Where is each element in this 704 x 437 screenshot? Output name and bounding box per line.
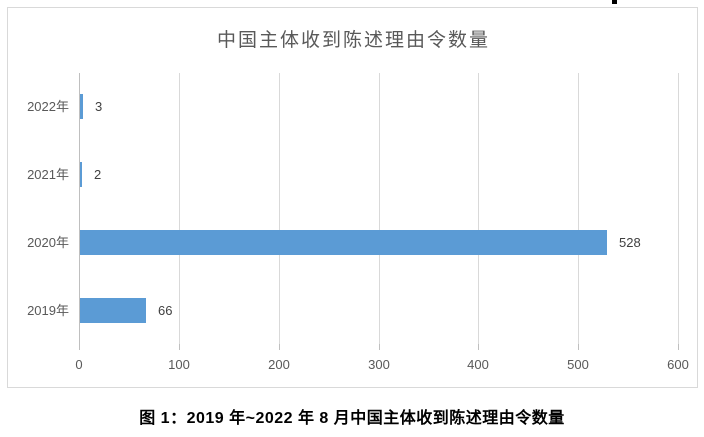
x-tick-label: 0 bbox=[75, 357, 83, 372]
grid-line bbox=[578, 73, 579, 344]
text-cursor bbox=[612, 0, 617, 4]
bar-2020年 bbox=[80, 230, 607, 255]
figure-caption: 图 1：2019 年~2022 年 8 月中国主体收到陈述理由令数量 bbox=[139, 410, 565, 427]
grid-line bbox=[379, 73, 380, 344]
category-label: 2021年 bbox=[27, 167, 69, 182]
bar-2021年 bbox=[80, 162, 82, 187]
x-tick-label: 600 bbox=[667, 357, 689, 372]
x-axis-tick bbox=[279, 344, 280, 350]
y-axis-line bbox=[79, 73, 80, 344]
value-label: 528 bbox=[619, 235, 641, 250]
category-label: 2019年 bbox=[27, 303, 69, 318]
grid-line bbox=[279, 73, 280, 344]
grid-line bbox=[478, 73, 479, 344]
x-tick-label: 400 bbox=[467, 357, 489, 372]
bar-2022年 bbox=[80, 94, 83, 119]
chart-title: 中国主体收到陈述理由令数量 bbox=[216, 30, 490, 51]
x-tick-label: 500 bbox=[567, 357, 589, 372]
x-axis-tick bbox=[678, 344, 679, 350]
x-axis-tick bbox=[79, 344, 80, 350]
bar-chart: 中国主体收到陈述理由令数量 0 100 200 300 400 500 600 2022年 3 2… bbox=[7, 7, 698, 388]
x-tick-label: 100 bbox=[168, 357, 190, 372]
grid-line bbox=[179, 73, 180, 344]
value-label: 66 bbox=[158, 303, 173, 318]
bar-2019年 bbox=[80, 298, 146, 323]
x-axis-tick bbox=[179, 344, 180, 350]
x-tick-label: 300 bbox=[368, 357, 390, 372]
x-tick-label: 200 bbox=[268, 357, 290, 372]
grid-line bbox=[678, 73, 679, 344]
plot-area: 0 100 200 300 400 500 600 2022年 3 2021年 2 2020年 528 2… bbox=[27, 73, 689, 372]
category-label: 2020年 bbox=[27, 235, 69, 250]
x-axis-tick bbox=[578, 344, 579, 350]
value-label: 2 bbox=[94, 167, 102, 182]
x-axis-tick bbox=[478, 344, 479, 350]
category-label: 2022年 bbox=[27, 99, 69, 114]
value-label: 3 bbox=[95, 99, 103, 114]
x-axis-tick bbox=[379, 344, 380, 350]
